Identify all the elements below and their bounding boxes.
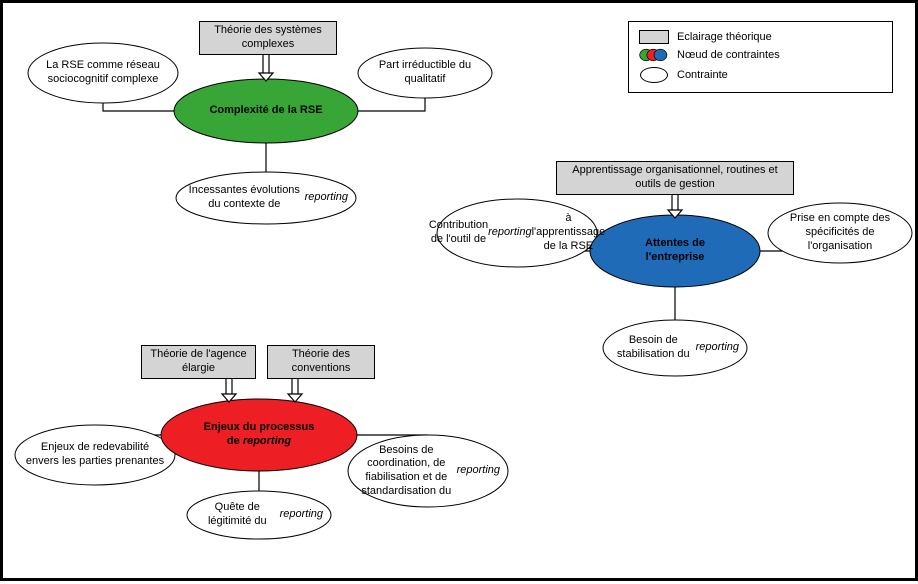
constraint: Besoin de stabilisation du reporting — [603, 324, 747, 372]
constraint: Besoins de coordination, de fiabilisatio… — [348, 439, 508, 503]
hub-complexite-rse: Complexité de la RSE — [174, 95, 358, 127]
legend-row: Eclairage théorique — [639, 30, 882, 44]
diagram-canvas: Théorie des systèmes complexes Apprentis… — [0, 0, 918, 581]
theory-box: Apprentissage organisationnel, routines … — [556, 161, 794, 195]
constraint: Incessantes évolutions du contexte de re… — [176, 176, 356, 220]
legend: Eclairage théorique Nœud de contraintes … — [628, 21, 893, 93]
legend-row: Nœud de contraintes — [639, 46, 882, 64]
legend-label: Eclairage théorique — [677, 31, 772, 43]
theory-box: Théorie des systèmes complexes — [199, 21, 337, 55]
constraint: Prise en compte des spécificités de l'or… — [768, 207, 912, 259]
legend-label: Nœud de contraintes — [677, 49, 780, 61]
hub-label: Enjeux du processusde reporting — [204, 421, 315, 449]
constraint: La RSE comme réseau sociocognitif comple… — [28, 47, 178, 99]
hub-attentes-entreprise: Attentes del'entreprise — [590, 227, 760, 275]
hub-enjeux-reporting: Enjeux du processusde reporting — [161, 411, 357, 459]
legend-row: Contrainte — [639, 66, 882, 84]
constraint: Enjeux de redevabilité envers les partie… — [15, 429, 175, 481]
legend-label: Contrainte — [677, 69, 728, 81]
constraint: Part irréductible du qualitatif — [358, 53, 492, 93]
constraint: Quête de légitimité du reporting — [187, 495, 331, 535]
legend-swatch-tricolor-icon — [639, 46, 669, 64]
legend-swatch-grey-icon — [639, 30, 669, 44]
legend-swatch-ellipse-icon — [639, 66, 669, 84]
theory-box: Théorie de l'agence élargie — [141, 345, 256, 379]
hub-label: Attentes del'entreprise — [645, 237, 705, 265]
theory-box: Théorie des conventions — [267, 345, 375, 379]
constraint: Contribution de l'outil de reporting à l… — [437, 203, 597, 263]
